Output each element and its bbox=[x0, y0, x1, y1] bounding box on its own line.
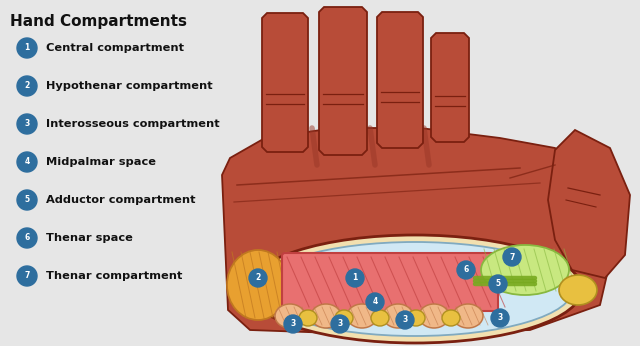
Polygon shape bbox=[262, 13, 308, 152]
Ellipse shape bbox=[299, 310, 317, 326]
Circle shape bbox=[396, 311, 414, 329]
Ellipse shape bbox=[442, 310, 460, 326]
Text: 5: 5 bbox=[495, 280, 500, 289]
Text: 7: 7 bbox=[24, 272, 29, 281]
Text: 3: 3 bbox=[337, 319, 342, 328]
Text: Adductor compartment: Adductor compartment bbox=[46, 195, 195, 205]
Ellipse shape bbox=[453, 304, 483, 328]
Text: Hypothenar compartment: Hypothenar compartment bbox=[46, 81, 212, 91]
Ellipse shape bbox=[371, 310, 389, 326]
Circle shape bbox=[366, 293, 384, 311]
Text: Midpalmar space: Midpalmar space bbox=[46, 157, 156, 167]
Circle shape bbox=[17, 152, 37, 172]
Text: 3: 3 bbox=[24, 119, 29, 128]
Text: Hand Compartments: Hand Compartments bbox=[10, 14, 187, 29]
Polygon shape bbox=[319, 7, 367, 155]
Text: 3: 3 bbox=[291, 319, 296, 328]
Circle shape bbox=[503, 248, 521, 266]
Circle shape bbox=[457, 261, 475, 279]
Circle shape bbox=[17, 190, 37, 210]
Circle shape bbox=[17, 76, 37, 96]
Text: Thenar compartment: Thenar compartment bbox=[46, 271, 182, 281]
Text: 6: 6 bbox=[24, 234, 29, 243]
Circle shape bbox=[331, 315, 349, 333]
Text: 7: 7 bbox=[509, 253, 515, 262]
Circle shape bbox=[491, 309, 509, 327]
Text: 5: 5 bbox=[24, 195, 29, 204]
Circle shape bbox=[17, 38, 37, 58]
Text: 2: 2 bbox=[24, 82, 29, 91]
Polygon shape bbox=[377, 12, 423, 148]
Circle shape bbox=[489, 275, 507, 293]
Text: 2: 2 bbox=[255, 273, 260, 282]
Polygon shape bbox=[431, 33, 469, 142]
Text: 1: 1 bbox=[353, 273, 358, 282]
Ellipse shape bbox=[335, 310, 353, 326]
Ellipse shape bbox=[481, 245, 569, 295]
Text: Interosseous compartment: Interosseous compartment bbox=[46, 119, 220, 129]
FancyBboxPatch shape bbox=[282, 253, 498, 311]
Circle shape bbox=[346, 269, 364, 287]
Ellipse shape bbox=[227, 250, 289, 320]
Ellipse shape bbox=[275, 304, 305, 328]
Ellipse shape bbox=[311, 304, 341, 328]
Text: Central compartment: Central compartment bbox=[46, 43, 184, 53]
Ellipse shape bbox=[383, 304, 413, 328]
Polygon shape bbox=[222, 128, 615, 335]
Polygon shape bbox=[548, 130, 630, 278]
Text: Thenar space: Thenar space bbox=[46, 233, 133, 243]
Ellipse shape bbox=[257, 242, 573, 336]
Text: 3: 3 bbox=[403, 316, 408, 325]
Text: 3: 3 bbox=[497, 313, 502, 322]
Ellipse shape bbox=[559, 275, 597, 305]
Ellipse shape bbox=[419, 304, 449, 328]
Circle shape bbox=[249, 269, 267, 287]
Text: 6: 6 bbox=[463, 265, 468, 274]
Text: 4: 4 bbox=[24, 157, 29, 166]
Text: 1: 1 bbox=[24, 44, 29, 53]
Circle shape bbox=[17, 228, 37, 248]
Ellipse shape bbox=[407, 310, 425, 326]
Text: 4: 4 bbox=[372, 298, 378, 307]
Circle shape bbox=[17, 266, 37, 286]
Circle shape bbox=[17, 114, 37, 134]
Ellipse shape bbox=[347, 304, 377, 328]
Circle shape bbox=[284, 315, 302, 333]
Ellipse shape bbox=[248, 235, 582, 343]
